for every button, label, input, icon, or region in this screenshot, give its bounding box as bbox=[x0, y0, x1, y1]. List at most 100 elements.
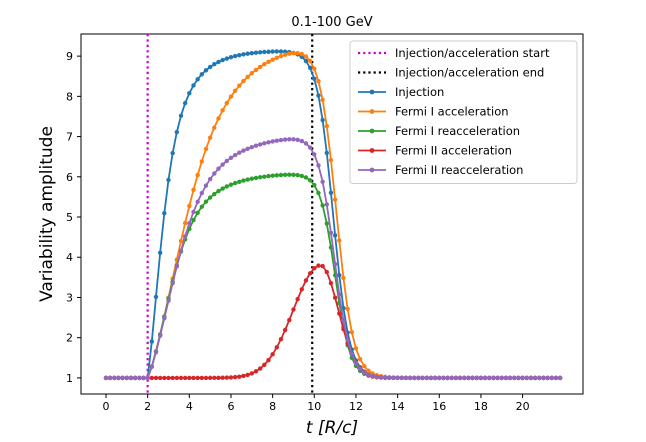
data-point bbox=[241, 148, 246, 153]
data-point bbox=[237, 83, 242, 88]
data-point bbox=[262, 49, 267, 55]
legend-item: Injection bbox=[358, 85, 444, 99]
data-point bbox=[232, 374, 238, 380]
legend-item: Injection/acceleration start bbox=[358, 46, 550, 60]
legend-marker bbox=[369, 148, 375, 153]
data-point bbox=[116, 375, 121, 381]
legend: Injection/acceleration start Injection/ac… bbox=[349, 40, 578, 184]
data-point bbox=[453, 375, 459, 381]
data-point bbox=[316, 263, 321, 268]
y-tick-label: 5 bbox=[66, 211, 73, 224]
data-point bbox=[257, 142, 263, 147]
data-point bbox=[249, 144, 254, 150]
data-point bbox=[182, 234, 188, 239]
data-point bbox=[216, 166, 221, 171]
data-point bbox=[178, 375, 184, 381]
data-point bbox=[337, 238, 342, 243]
data-point bbox=[182, 100, 188, 106]
data-point bbox=[228, 55, 234, 60]
legend-marker bbox=[369, 167, 375, 173]
data-point bbox=[324, 150, 329, 156]
y-tick-label: 4 bbox=[66, 251, 73, 264]
legend-item: Fermi I reacceleration bbox=[358, 124, 520, 138]
data-point bbox=[345, 338, 350, 343]
data-point bbox=[228, 182, 234, 187]
data-point bbox=[220, 108, 225, 113]
data-point bbox=[474, 375, 479, 381]
data-point bbox=[257, 50, 263, 55]
data-point bbox=[203, 375, 209, 381]
data-point bbox=[195, 210, 200, 216]
data-point bbox=[245, 372, 250, 378]
data-point bbox=[237, 179, 242, 184]
data-point bbox=[366, 372, 371, 377]
data-point bbox=[149, 339, 155, 344]
data-point bbox=[328, 190, 334, 195]
data-point bbox=[291, 307, 296, 312]
data-point bbox=[178, 238, 184, 244]
data-point bbox=[312, 266, 317, 271]
data-point bbox=[332, 261, 338, 267]
data-point bbox=[428, 375, 434, 381]
data-point bbox=[212, 125, 217, 130]
data-point bbox=[182, 375, 188, 381]
data-point bbox=[203, 199, 209, 204]
data-point bbox=[549, 375, 554, 381]
data-point bbox=[274, 138, 279, 143]
data-point bbox=[199, 375, 205, 381]
data-point bbox=[445, 375, 450, 381]
data-point bbox=[262, 141, 267, 146]
data-point bbox=[282, 327, 288, 333]
data-point bbox=[224, 375, 230, 380]
data-point bbox=[203, 68, 209, 73]
data-point bbox=[141, 375, 146, 381]
data-point bbox=[162, 375, 167, 381]
data-point bbox=[224, 56, 230, 61]
data-point bbox=[237, 150, 242, 155]
data-point bbox=[237, 374, 242, 379]
data-point bbox=[249, 50, 254, 56]
data-point bbox=[187, 203, 192, 209]
data-point bbox=[424, 375, 429, 381]
data-point bbox=[245, 146, 250, 151]
data-point bbox=[241, 78, 246, 84]
data-point bbox=[145, 375, 150, 381]
data-point bbox=[316, 78, 321, 84]
legend-label: Injection/acceleration start bbox=[395, 46, 550, 60]
data-point bbox=[257, 366, 263, 371]
data-point bbox=[149, 364, 155, 370]
data-point bbox=[191, 209, 196, 215]
data-point bbox=[303, 278, 309, 283]
data-point bbox=[357, 366, 363, 372]
data-point bbox=[299, 173, 304, 179]
data-point bbox=[270, 173, 275, 178]
data-point bbox=[303, 141, 309, 146]
data-point bbox=[278, 49, 284, 54]
data-point bbox=[220, 162, 225, 167]
data-point bbox=[282, 52, 288, 57]
data-point bbox=[332, 295, 338, 300]
data-point bbox=[532, 375, 538, 381]
data-point bbox=[299, 138, 304, 144]
data-point bbox=[153, 375, 159, 381]
data-point bbox=[287, 172, 292, 177]
legend-item: Fermi I acceleration bbox=[358, 105, 509, 119]
data-point bbox=[399, 375, 404, 381]
data-point bbox=[199, 204, 205, 209]
data-point bbox=[341, 318, 346, 323]
data-point bbox=[278, 53, 284, 59]
legend-label: Fermi I acceleration bbox=[395, 105, 509, 119]
data-point bbox=[249, 176, 254, 181]
data-point bbox=[157, 375, 163, 381]
data-point bbox=[220, 57, 225, 63]
data-point bbox=[395, 375, 400, 381]
data-point bbox=[307, 271, 313, 276]
data-point bbox=[182, 220, 188, 226]
data-point bbox=[412, 375, 417, 381]
data-point bbox=[191, 375, 196, 381]
data-point bbox=[295, 137, 300, 143]
data-point bbox=[287, 51, 292, 56]
data-point bbox=[291, 172, 296, 177]
data-point bbox=[253, 67, 259, 73]
data-point bbox=[232, 152, 238, 158]
